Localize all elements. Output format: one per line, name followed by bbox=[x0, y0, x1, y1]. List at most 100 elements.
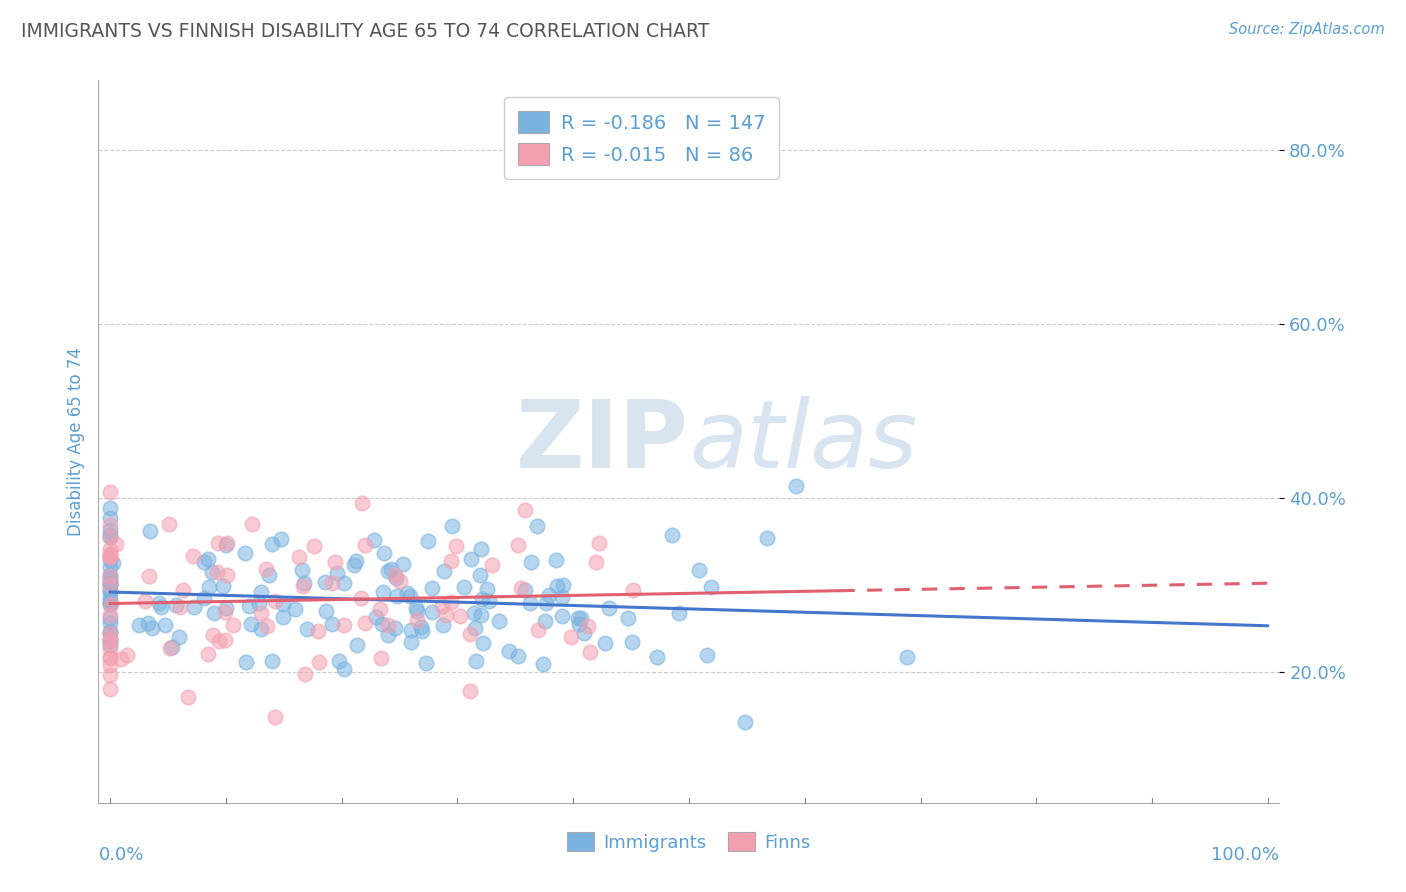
Point bbox=[399, 589, 422, 603]
Point bbox=[98, 583, 121, 598]
Point bbox=[333, 661, 356, 675]
Point bbox=[250, 585, 273, 599]
Text: IMMIGRANTS VS FINNISH DISABILITY AGE 65 TO 74 CORRELATION CHART: IMMIGRANTS VS FINNISH DISABILITY AGE 65 … bbox=[21, 22, 710, 41]
Point bbox=[141, 622, 163, 636]
Point bbox=[271, 610, 294, 624]
Point bbox=[101, 556, 124, 570]
Point bbox=[238, 599, 260, 613]
Point bbox=[270, 533, 292, 547]
Point bbox=[510, 581, 533, 595]
Point bbox=[598, 601, 620, 615]
Point bbox=[215, 568, 238, 582]
Point bbox=[621, 583, 644, 598]
Point bbox=[98, 568, 121, 582]
Point bbox=[440, 554, 463, 568]
Point bbox=[333, 618, 356, 632]
Point bbox=[420, 605, 443, 619]
Point bbox=[215, 538, 238, 552]
Point bbox=[460, 551, 482, 566]
Point bbox=[308, 655, 330, 669]
Point bbox=[153, 618, 176, 632]
Point bbox=[470, 607, 492, 622]
Point bbox=[472, 636, 495, 650]
Point bbox=[157, 516, 180, 531]
Point bbox=[292, 579, 315, 593]
Point bbox=[537, 588, 560, 602]
Point bbox=[205, 565, 228, 579]
Text: 0.0%: 0.0% bbox=[98, 847, 143, 864]
Point bbox=[183, 600, 205, 615]
Point bbox=[98, 574, 121, 589]
Point bbox=[363, 533, 385, 547]
Point bbox=[98, 611, 121, 625]
Point bbox=[217, 536, 239, 550]
Point bbox=[104, 537, 127, 551]
Point bbox=[138, 568, 160, 582]
Point bbox=[325, 555, 347, 569]
Point bbox=[387, 590, 409, 604]
Point bbox=[136, 616, 159, 631]
Point bbox=[207, 634, 229, 648]
Point bbox=[585, 555, 607, 569]
Point bbox=[98, 633, 121, 648]
Point bbox=[579, 645, 602, 659]
Point bbox=[257, 568, 280, 582]
Point bbox=[315, 604, 337, 618]
Point bbox=[433, 564, 456, 578]
Point bbox=[371, 616, 394, 631]
Point bbox=[197, 552, 219, 566]
Point bbox=[233, 546, 256, 560]
Text: atlas: atlas bbox=[689, 396, 917, 487]
Point bbox=[148, 597, 170, 611]
Point bbox=[534, 614, 557, 628]
Point bbox=[560, 630, 582, 644]
Point bbox=[202, 606, 225, 620]
Point bbox=[536, 596, 558, 610]
Point bbox=[239, 617, 262, 632]
Point bbox=[506, 537, 529, 551]
Point bbox=[458, 684, 481, 698]
Point bbox=[441, 519, 464, 533]
Point bbox=[98, 548, 121, 562]
Point bbox=[98, 633, 121, 648]
Point bbox=[98, 575, 121, 590]
Point bbox=[98, 624, 121, 639]
Point bbox=[98, 518, 121, 533]
Point bbox=[98, 559, 121, 574]
Point bbox=[546, 579, 568, 593]
Point bbox=[98, 594, 121, 608]
Point bbox=[98, 608, 121, 623]
Point bbox=[98, 634, 121, 648]
Point bbox=[551, 609, 574, 624]
Point bbox=[128, 618, 150, 632]
Point bbox=[350, 591, 373, 605]
Point bbox=[734, 714, 756, 729]
Point bbox=[464, 654, 486, 668]
Point bbox=[193, 555, 215, 569]
Point bbox=[98, 528, 121, 542]
Point bbox=[222, 617, 245, 632]
Point bbox=[436, 608, 458, 623]
Point bbox=[271, 597, 294, 611]
Point bbox=[513, 583, 536, 598]
Point bbox=[661, 528, 683, 542]
Point bbox=[478, 594, 501, 608]
Point bbox=[235, 655, 257, 669]
Point bbox=[785, 479, 807, 493]
Point bbox=[115, 648, 138, 663]
Point bbox=[700, 580, 723, 594]
Point bbox=[98, 578, 121, 592]
Point bbox=[321, 616, 343, 631]
Point bbox=[328, 655, 350, 669]
Point bbox=[169, 599, 191, 614]
Point bbox=[574, 626, 596, 640]
Point bbox=[212, 579, 235, 593]
Point bbox=[98, 650, 121, 665]
Point bbox=[134, 594, 156, 608]
Point bbox=[264, 594, 287, 608]
Point bbox=[215, 600, 238, 615]
Point bbox=[98, 590, 121, 604]
Text: ZIP: ZIP bbox=[516, 395, 689, 488]
Point bbox=[193, 591, 215, 605]
Point bbox=[368, 602, 391, 616]
